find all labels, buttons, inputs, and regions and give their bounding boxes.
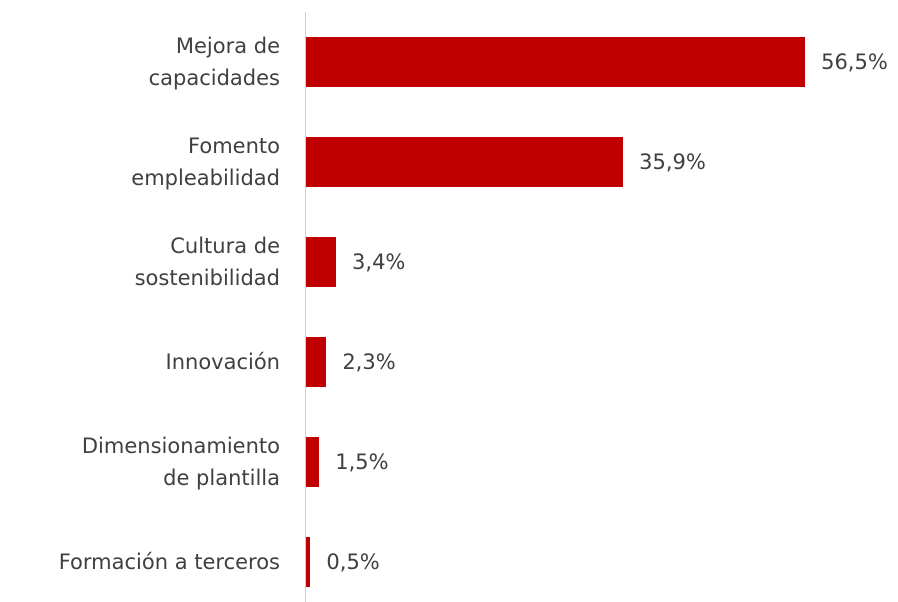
category-label: Innovación (165, 350, 281, 374)
bar (306, 237, 337, 287)
category-label: Formación a terceros (58, 550, 280, 574)
category-label: Cultura de sostenibilidad (134, 234, 280, 290)
category-label: Fomento empleabilidad (131, 134, 280, 190)
category-label: Mejora de capacidades (148, 34, 280, 90)
bar (306, 37, 806, 87)
bar (306, 337, 327, 387)
bar (306, 537, 311, 587)
bar (306, 437, 320, 487)
value-label: 56,5% (821, 50, 888, 74)
value-label: 0,5% (326, 550, 380, 574)
value-label: 2,3% (342, 350, 396, 374)
category-axis (305, 12, 306, 602)
bar (306, 137, 624, 187)
value-label: 3,4% (352, 250, 406, 274)
category-label: Dimensionamiento de plantilla (81, 434, 280, 490)
value-label: 35,9% (639, 150, 706, 174)
value-label: 1,5% (335, 450, 389, 474)
